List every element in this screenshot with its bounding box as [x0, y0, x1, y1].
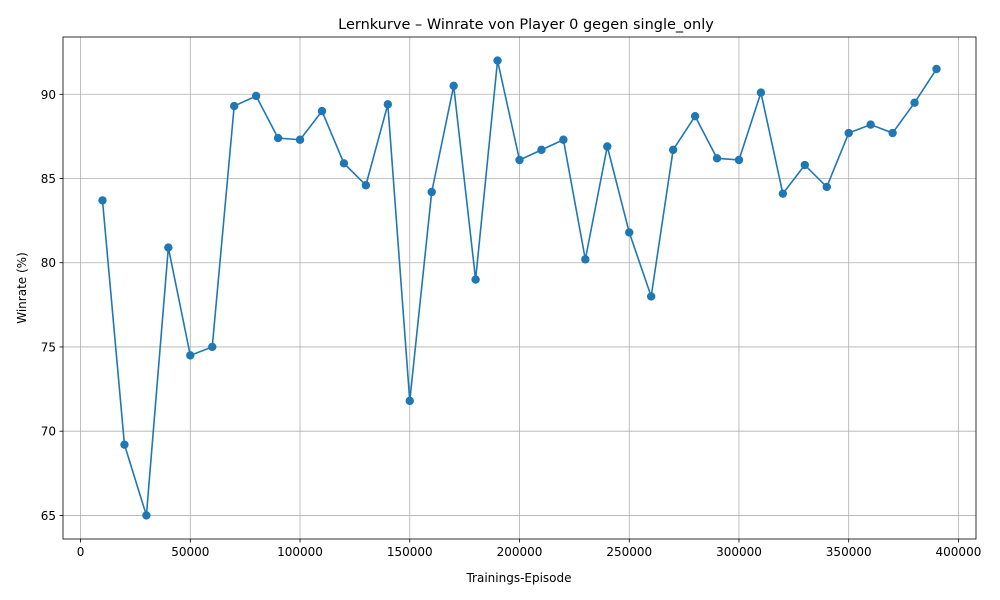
- x-tick-label: 300000: [716, 545, 762, 559]
- data-point: [361, 181, 371, 190]
- data-point: [471, 275, 480, 284]
- data-point: [603, 142, 612, 151]
- data-point: [625, 228, 634, 237]
- x-tick-label: 150000: [387, 545, 433, 559]
- data-point: [910, 98, 919, 107]
- x-tick-label: 400000: [936, 545, 982, 559]
- x-tick-label: 350000: [826, 545, 872, 559]
- x-tick-label: 50000: [171, 545, 209, 559]
- data-point: [932, 64, 941, 74]
- data-point: [339, 159, 349, 168]
- y-tick-label: 70: [41, 425, 56, 439]
- data-point: [493, 56, 502, 65]
- x-tick-label: 100000: [277, 545, 323, 559]
- y-axis-label: Winrate (%): [15, 252, 29, 324]
- data-point: [98, 196, 107, 205]
- data-point: [712, 154, 722, 163]
- data-point: [559, 135, 568, 144]
- y-tick-label: 85: [41, 172, 56, 186]
- data-point: [142, 511, 151, 520]
- data-point: [581, 255, 590, 264]
- data-point: [251, 91, 261, 101]
- y-tick-label: 65: [41, 509, 56, 523]
- x-tick-label: 200000: [497, 545, 543, 559]
- x-axis: 0 50000 100000 150000 200000 250000 300000 3500…: [77, 539, 982, 559]
- data-point: [690, 111, 700, 121]
- data-point: [734, 155, 744, 165]
- data-point: [295, 135, 305, 144]
- data-point: [120, 440, 129, 449]
- data-point: [383, 100, 393, 109]
- x-tick-label: 0: [77, 545, 85, 559]
- x-axis-label: Trainings-Episode: [465, 571, 571, 585]
- data-point: [164, 243, 173, 252]
- data-point: [273, 133, 283, 143]
- chart-title: Lernkurve – Winrate von Player 0 gegen s…: [338, 17, 714, 33]
- data-point: [668, 145, 678, 155]
- data-point: [866, 120, 875, 129]
- x-tick-label: 250000: [606, 545, 652, 559]
- y-tick-label: 90: [41, 88, 56, 102]
- y-tick-label: 75: [41, 340, 56, 354]
- series-group: [98, 56, 941, 520]
- data-point: [800, 160, 810, 170]
- data-point: [756, 88, 766, 97]
- data-point: [208, 342, 217, 352]
- data-point: [427, 187, 436, 197]
- data-point: [822, 182, 831, 192]
- data-point: [537, 145, 546, 155]
- data-point: [449, 81, 458, 91]
- y-axis: 65 70 75 80 85 90: [41, 88, 63, 523]
- data-point: [317, 106, 327, 116]
- data-point: [515, 155, 524, 165]
- data-point: [405, 396, 414, 406]
- data-point: [888, 128, 897, 138]
- data-point: [646, 292, 656, 301]
- data-point: [778, 189, 788, 198]
- y-tick-label: 80: [41, 256, 56, 270]
- data-point: [229, 101, 239, 111]
- data-point: [186, 351, 195, 360]
- data-point: [844, 128, 853, 138]
